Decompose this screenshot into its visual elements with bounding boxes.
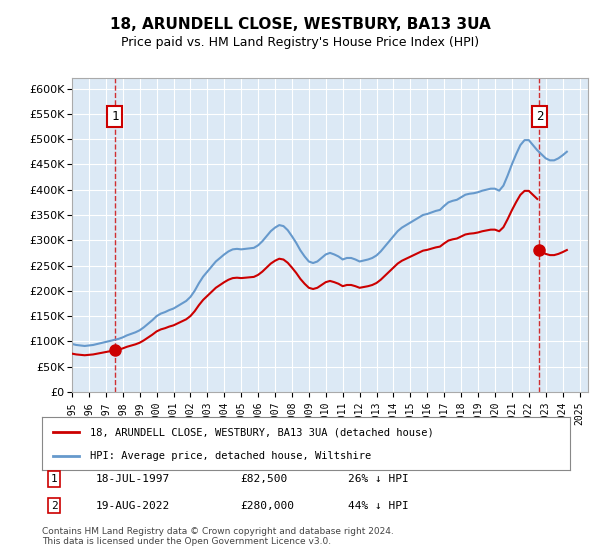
Text: Price paid vs. HM Land Registry's House Price Index (HPI): Price paid vs. HM Land Registry's House …: [121, 36, 479, 49]
Text: £280,000: £280,000: [240, 501, 294, 511]
Text: £82,500: £82,500: [240, 474, 287, 484]
Text: 2: 2: [50, 501, 58, 511]
Text: 26% ↓ HPI: 26% ↓ HPI: [348, 474, 409, 484]
Text: 18-JUL-1997: 18-JUL-1997: [96, 474, 170, 484]
Text: Contains HM Land Registry data © Crown copyright and database right 2024.
This d: Contains HM Land Registry data © Crown c…: [42, 526, 394, 546]
Text: 1: 1: [111, 110, 119, 123]
Text: 19-AUG-2022: 19-AUG-2022: [96, 501, 170, 511]
Text: 44% ↓ HPI: 44% ↓ HPI: [348, 501, 409, 511]
Text: 18, ARUNDELL CLOSE, WESTBURY, BA13 3UA: 18, ARUNDELL CLOSE, WESTBURY, BA13 3UA: [110, 17, 490, 32]
Text: 2: 2: [536, 110, 543, 123]
Text: 18, ARUNDELL CLOSE, WESTBURY, BA13 3UA (detached house): 18, ARUNDELL CLOSE, WESTBURY, BA13 3UA (…: [89, 427, 433, 437]
Text: HPI: Average price, detached house, Wiltshire: HPI: Average price, detached house, Wilt…: [89, 450, 371, 460]
Text: 1: 1: [50, 474, 58, 484]
